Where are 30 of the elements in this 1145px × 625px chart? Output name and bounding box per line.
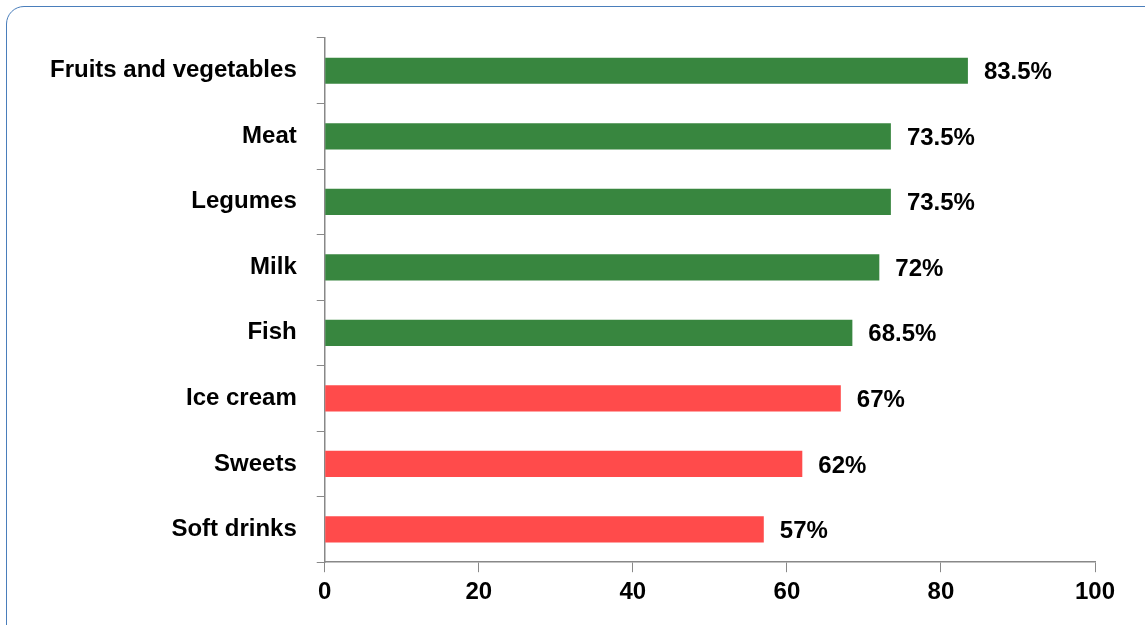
y-tick-label: Fish (247, 317, 297, 345)
bar (325, 123, 891, 150)
x-tick-label: 40 (619, 577, 647, 605)
data-label: 73.5% (906, 122, 975, 150)
y-tick-label: Fruits and vegetables (49, 55, 297, 83)
x-tick-label: 100 (1074, 577, 1116, 605)
data-label: 72% (895, 253, 944, 281)
data-label: 68.5% (868, 319, 937, 347)
bar (325, 516, 764, 543)
y-tick-label: Sweets (214, 448, 297, 476)
data-label: 83.5% (983, 57, 1052, 85)
bar (325, 450, 803, 478)
data-label: 62% (818, 450, 867, 478)
bar (325, 188, 891, 215)
x-tick-label: 60 (773, 577, 801, 605)
x-tick-label: 20 (465, 577, 493, 605)
data-label: 57% (779, 516, 828, 544)
y-tick-label: Ice cream (185, 383, 297, 411)
data-label: 67% (856, 385, 905, 413)
y-tick-label: Milk (250, 251, 298, 279)
bar (325, 319, 853, 346)
y-tick-label: Soft drinks (171, 514, 297, 542)
bar (325, 385, 841, 412)
bar (325, 254, 880, 281)
data-label: 73.5% (906, 188, 975, 216)
bar (325, 57, 968, 84)
x-tick-label: 0 (318, 577, 332, 605)
y-tick-label: Legumes (191, 186, 297, 214)
x-tick-label: 80 (927, 577, 955, 605)
y-tick-label: Meat (242, 120, 297, 148)
